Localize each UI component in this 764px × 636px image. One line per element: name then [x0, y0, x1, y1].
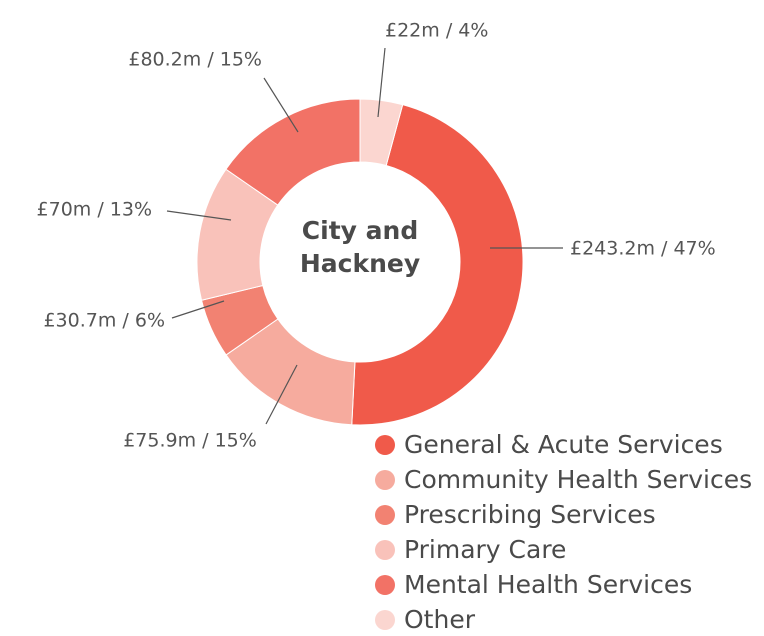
leader-line: [263, 77, 299, 133]
leader-line: [377, 47, 386, 118]
legend-label: General & Acute Services: [404, 430, 723, 459]
leader-line: [265, 364, 298, 425]
legend-label: Prescribing Services: [404, 500, 656, 529]
legend-label: Community Health Services: [404, 465, 752, 494]
value-label: £30.7m / 6%: [43, 310, 165, 332]
legend-swatch: [375, 575, 395, 595]
value-label: £70m / 13%: [37, 199, 152, 221]
value-label: £75.9m / 15%: [123, 430, 257, 452]
legend-swatch: [375, 470, 395, 490]
legend-swatch: [375, 540, 395, 560]
donut-slice: [359, 98, 404, 167]
legend-label: Mental Health Services: [404, 570, 692, 599]
legend-label: Other: [404, 605, 476, 632]
donut-slice: [351, 104, 524, 426]
legend-swatch: [375, 505, 395, 525]
leader-line: [171, 300, 225, 319]
value-label: £22m / 4%: [385, 20, 488, 42]
value-label: £243.2m / 47%: [570, 238, 716, 260]
value-label: £80.2m / 15%: [128, 49, 262, 71]
legend-label: Primary Care: [404, 535, 566, 564]
center-title: City and Hackney: [299, 216, 421, 278]
legend-swatch: [375, 610, 395, 630]
legend-swatch: [375, 435, 395, 455]
leader-line: [166, 210, 232, 221]
